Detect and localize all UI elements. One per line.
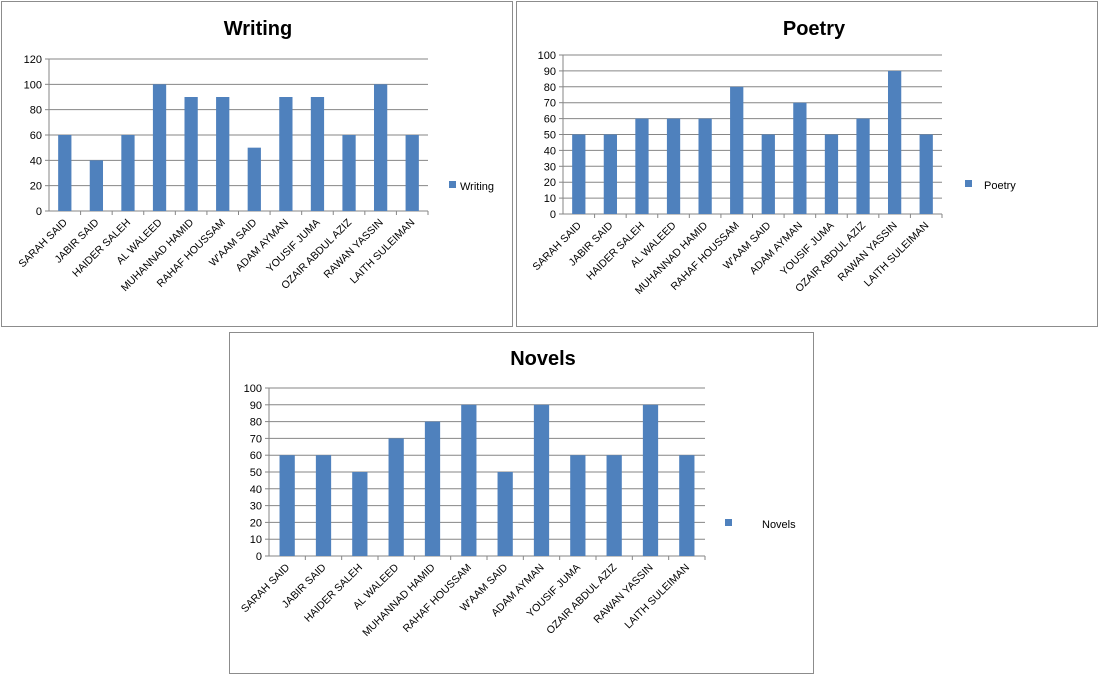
novels-y-tick-label: 10	[250, 534, 262, 546]
writing-bar	[121, 135, 135, 211]
poetry-bar	[856, 118, 870, 214]
writing-y-tick-label: 60	[30, 130, 42, 142]
poetry-y-tick-label: 100	[538, 50, 556, 62]
writing-chart-title: Writing	[224, 18, 293, 40]
writing-bar	[373, 84, 388, 211]
writing-y-tick-label: 100	[24, 79, 42, 91]
novels-y-tick-label: 30	[250, 501, 262, 513]
poetry-bar	[919, 134, 933, 214]
poetry-y-tick-label: 70	[544, 98, 556, 110]
writing-y-tick-label: 120	[24, 54, 42, 66]
writing-bar	[216, 97, 230, 211]
poetry-chart-title: Poetry	[783, 18, 846, 40]
writing-y-tick-label: 80	[30, 105, 42, 117]
novels-bar	[497, 472, 513, 556]
novels-chart-panel: Novels 0 10 20 30 40 50 60 70 80 90 100 SARAH SAID JA…	[229, 332, 814, 674]
poetry-bar	[635, 118, 649, 214]
novels-bar	[424, 421, 441, 556]
poetry-bar	[793, 102, 807, 214]
writing-bar	[247, 147, 261, 211]
writing-bar	[89, 160, 104, 211]
novels-bar	[570, 455, 586, 556]
novels-y-tick-label: 60	[250, 450, 262, 462]
novels-chart-title: Novels	[510, 348, 576, 370]
novels-x-tick-label: LAITH SULEIMAN	[622, 562, 692, 632]
novels-legend-swatch	[725, 519, 732, 526]
poetry-y-tick-label: 80	[544, 82, 556, 94]
novels-bar	[606, 455, 622, 556]
novels-y-tick-label: 50	[250, 467, 262, 479]
novels-x-tick-label: RAHAF HOUSSAM	[401, 562, 474, 635]
poetry-y-tick-label: 40	[544, 145, 556, 157]
writing-bar	[184, 97, 198, 211]
writing-legend-swatch	[449, 181, 456, 188]
poetry-bar	[730, 86, 744, 214]
poetry-chart-panel: Poetry 0 10 20 30 40 50 60 70 80 90 100 SARAH SAID JA…	[516, 1, 1098, 327]
writing-y-tick-label: 40	[30, 155, 42, 167]
poetry-bar	[666, 118, 681, 214]
poetry-y-tick-label: 30	[544, 161, 556, 173]
novels-y-tick-label: 100	[244, 383, 262, 395]
novels-y-tick-label: 40	[250, 484, 262, 496]
novels-legend-label: Novels	[762, 519, 796, 531]
novels-y-tick-label: 20	[250, 517, 262, 529]
poetry-y-tick-label: 60	[544, 114, 556, 126]
novels-bar	[533, 404, 550, 556]
poetry-bar	[572, 134, 586, 214]
novels-bar	[461, 404, 477, 556]
novels-y-tick-label: 90	[250, 400, 262, 412]
novels-x-tick-label: OZAIR ABDUL AZIZ	[544, 561, 619, 636]
writing-bar	[405, 135, 419, 211]
novels-y-tick-label: 70	[250, 433, 262, 445]
poetry-bar	[698, 118, 712, 214]
poetry-bar	[887, 70, 902, 215]
writing-legend-label: Writing	[460, 181, 494, 193]
novels-bar	[679, 455, 695, 556]
writing-bar	[342, 135, 356, 211]
poetry-legend-label: Poetry	[984, 180, 1016, 192]
writing-bar	[152, 84, 167, 211]
writing-chart-panel: Writing 0 20 40 60 80 100 120 SARAH SAID JABIR SA…	[1, 1, 513, 327]
novels-bar	[279, 455, 295, 556]
poetry-bar	[603, 134, 618, 214]
novels-bar	[388, 438, 404, 556]
writing-bar	[279, 97, 293, 211]
poetry-bar	[761, 134, 775, 214]
poetry-y-tick-label: 10	[544, 193, 556, 205]
novels-bar	[642, 404, 659, 556]
novels-y-tick-label: 80	[250, 417, 262, 429]
writing-bar	[310, 97, 325, 211]
poetry-y-tick-label: 50	[544, 130, 556, 142]
novels-y-tick-label: 0	[256, 551, 262, 563]
poetry-bar	[824, 134, 839, 214]
novels-bar	[352, 472, 368, 556]
writing-y-tick-label: 0	[36, 206, 42, 218]
poetry-legend-swatch	[965, 180, 972, 187]
writing-bar	[58, 135, 72, 211]
poetry-y-tick-label: 20	[544, 177, 556, 189]
novels-bar	[315, 455, 332, 556]
poetry-y-tick-label: 90	[544, 66, 556, 78]
writing-y-tick-label: 20	[30, 181, 42, 193]
poetry-y-tick-label: 0	[550, 209, 556, 221]
